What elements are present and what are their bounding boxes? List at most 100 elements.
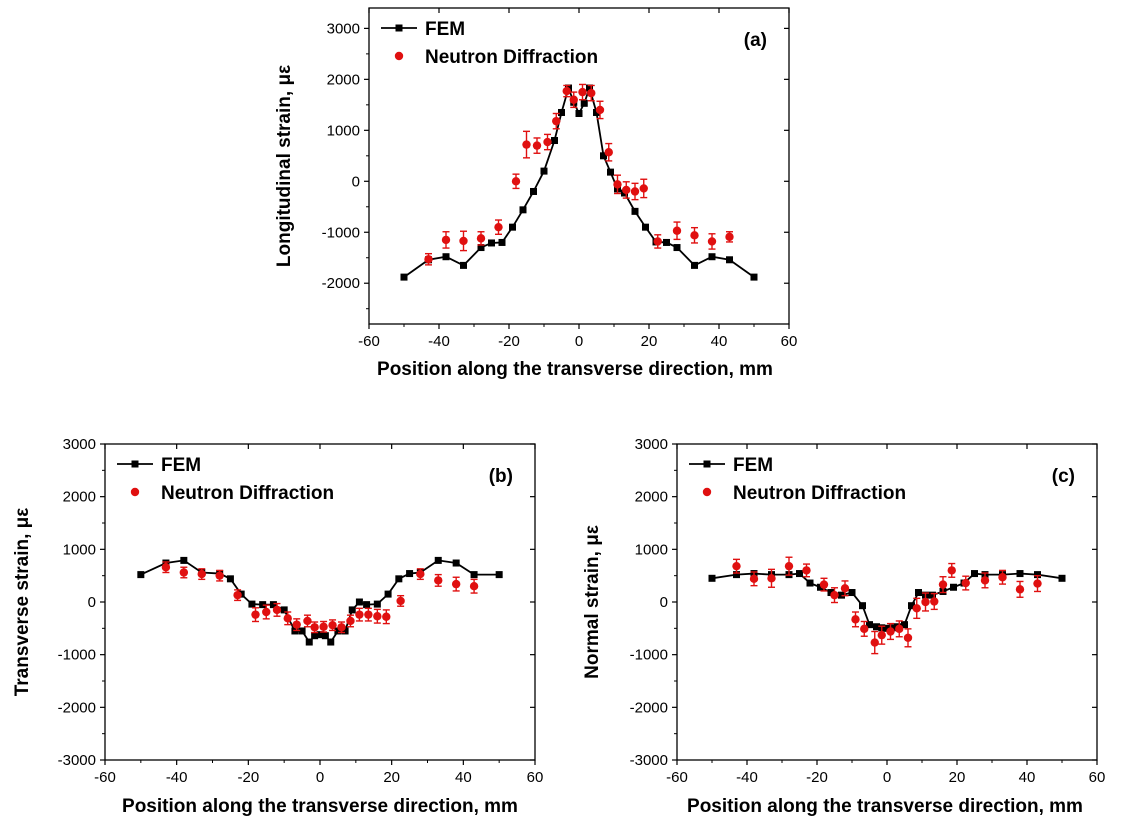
- nd-point: [604, 148, 613, 157]
- nd-point: [543, 137, 552, 147]
- nd-point: [707, 237, 717, 246]
- nd-point: [441, 235, 451, 245]
- x-tick-label: 60: [1089, 769, 1106, 786]
- nd-point: [961, 578, 970, 588]
- legend-nd-label: Neutron Diffraction: [161, 483, 334, 504]
- legend-fem-label: FEM: [161, 455, 201, 476]
- x-tick-label: -20: [806, 769, 828, 786]
- fem-point: [530, 187, 537, 195]
- fem-point: [1058, 574, 1066, 582]
- x-tick-label: 40: [711, 333, 728, 350]
- panel-label: (a): [744, 30, 767, 51]
- fem-point: [488, 239, 495, 247]
- y-tick-label: -2000: [322, 275, 360, 292]
- x-tick-label: 0: [575, 333, 583, 350]
- x-tick-label: -60: [666, 769, 688, 786]
- fem-point: [673, 244, 681, 252]
- x-axis-title: Position along the transverse direction,…: [377, 359, 773, 380]
- fem-point: [708, 253, 716, 261]
- nd-point: [562, 86, 571, 96]
- legend-fem-marker: [395, 24, 403, 32]
- x-tick-label: 40: [455, 769, 472, 786]
- fem-point: [248, 600, 256, 608]
- y-tick-label: -1000: [58, 647, 96, 664]
- y-axis-title: Normal strain, με: [582, 525, 603, 679]
- legend-fem-marker: [131, 460, 139, 468]
- nd-point: [980, 576, 990, 585]
- y-tick-label: 3000: [327, 20, 360, 37]
- y-tick-label: 2000: [635, 489, 668, 506]
- fem-point: [796, 570, 803, 578]
- nd-point: [373, 612, 382, 621]
- fem-point: [334, 627, 342, 635]
- chart-panel-a: -60 -40 -20 0 20 40 60 -2000 -1000 0 1000 2000 3000 P…: [274, 7, 797, 380]
- nd-point: [870, 638, 879, 647]
- nd-point: [784, 561, 794, 571]
- y-tick-label: -3000: [630, 752, 668, 769]
- fem-point: [226, 575, 234, 583]
- fem-point: [348, 606, 356, 614]
- fem-point: [908, 602, 915, 610]
- x-axis-title: Position along the transverse direction,…: [687, 796, 1083, 817]
- fem-point: [806, 579, 814, 587]
- fem-point: [551, 137, 558, 145]
- fem-point: [305, 638, 313, 646]
- fem-point: [726, 256, 733, 264]
- nd-point: [292, 620, 301, 629]
- y-axis-title: Transverse strain, με: [12, 508, 33, 697]
- nd-point: [494, 222, 503, 232]
- y-tick-label: -1000: [322, 224, 360, 241]
- y-tick-label: 1000: [327, 122, 360, 139]
- fem-point: [280, 606, 288, 614]
- fem-point: [341, 627, 349, 635]
- y-tick-label: 3000: [63, 436, 96, 453]
- fem-point: [384, 590, 392, 598]
- fem-point: [298, 627, 306, 635]
- fem-point: [607, 168, 614, 176]
- fem-point: [259, 601, 267, 609]
- fem-point: [586, 84, 593, 92]
- nd-point: [346, 616, 355, 626]
- legend-nd-marker: [702, 487, 712, 497]
- x-tick-label: 0: [883, 769, 891, 786]
- fem-point: [915, 589, 922, 597]
- nd-point: [522, 140, 531, 149]
- fem-point: [316, 631, 324, 639]
- nd-point: [840, 584, 850, 593]
- nd-point: [938, 580, 948, 589]
- nd-point: [262, 607, 271, 617]
- fem-point: [901, 621, 908, 629]
- y-tick-label: 0: [88, 594, 96, 611]
- nd-point: [578, 87, 587, 97]
- nd-point: [310, 623, 319, 632]
- nd-point: [233, 590, 242, 600]
- fem-point: [180, 556, 188, 564]
- fem-point: [406, 570, 414, 578]
- fem-point: [519, 206, 527, 214]
- y-tick-label: 2000: [63, 489, 96, 506]
- nd-point: [767, 574, 776, 583]
- nd-point: [364, 610, 373, 619]
- y-tick-label: -2000: [58, 699, 96, 716]
- nd-point: [476, 234, 486, 243]
- nd-point: [947, 566, 956, 575]
- nd-point: [215, 571, 224, 580]
- fem-point: [327, 638, 335, 646]
- nd-point: [272, 605, 282, 615]
- nd-point: [396, 596, 405, 606]
- nd-point: [319, 622, 328, 631]
- fem-point: [470, 571, 478, 579]
- fem-point: [558, 108, 565, 116]
- nd-point: [860, 624, 869, 634]
- x-tick-label: -40: [166, 769, 188, 786]
- nd-point: [1033, 579, 1042, 588]
- fem-point: [873, 623, 880, 631]
- fem-point: [631, 207, 639, 215]
- fem-point: [950, 583, 957, 591]
- fem-point: [434, 556, 442, 564]
- nd-point: [851, 615, 860, 624]
- x-tick-label: -40: [736, 769, 758, 786]
- nd-point: [622, 185, 631, 195]
- nd-point: [895, 624, 904, 634]
- fem-point: [859, 602, 866, 610]
